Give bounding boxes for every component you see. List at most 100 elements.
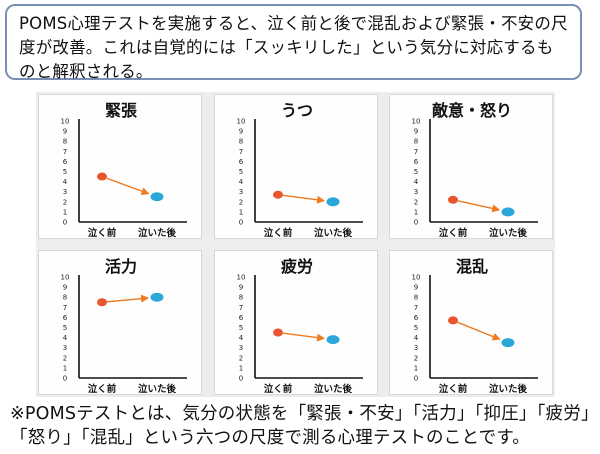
data-point-after (326, 335, 340, 345)
y-tick-label: 10 (237, 118, 246, 126)
trend-arrow (282, 194, 326, 204)
data-point-after (326, 197, 340, 207)
trend-arrow (282, 332, 326, 342)
y-tick-label: 0 (239, 375, 243, 383)
y-tick-label: 4 (63, 334, 68, 342)
chart-svg: 敵意・怒り 0 1 2 3 4 5 6 7 8 9 10 泣く前 泣いた後 (412, 101, 538, 239)
y-tick-label: 6 (239, 158, 244, 166)
y-tick-label: 1 (239, 208, 243, 216)
x-category-label: 泣く前 (439, 227, 468, 239)
trend-arrow (106, 294, 150, 303)
y-tick-label: 9 (414, 284, 418, 292)
y-tick-label: 5 (63, 168, 67, 176)
y-tick-label: 6 (239, 314, 244, 322)
y-tick-label: 3 (239, 188, 243, 196)
y-tick-label: 2 (63, 354, 67, 362)
chart-title: 敵意・怒り (432, 101, 512, 120)
chart-title: 緊張 (105, 101, 138, 120)
chart-svg: 疲労 0 1 2 3 4 5 6 7 8 9 10 泣く前 泣いた後 (237, 257, 363, 395)
x-category-label: 泣いた後 (489, 227, 528, 239)
y-tick-label: 9 (63, 284, 67, 292)
y-tick-label: 6 (63, 314, 68, 322)
chart-panel-5: 疲労 0 1 2 3 4 5 6 7 8 9 10 泣く前 泣いた後 (214, 250, 378, 395)
y-tick-label: 0 (63, 375, 67, 383)
y-tick-label: 2 (414, 354, 418, 362)
x-category-label: 泣く前 (88, 227, 117, 239)
y-tick-label: 7 (63, 148, 67, 156)
data-point-after (501, 207, 515, 217)
y-tick-label: 9 (239, 128, 243, 136)
y-tick-label: 7 (63, 304, 67, 312)
chart-title: 活力 (105, 257, 137, 276)
data-point-after (501, 338, 515, 348)
y-tick-label: 4 (239, 178, 244, 186)
y-tick-label: 4 (63, 178, 68, 186)
y-tick-label: 3 (414, 344, 418, 352)
trend-arrow (457, 200, 501, 213)
chart-panel-2: うつ 0 1 2 3 4 5 6 7 8 9 10 泣く前 泣いた後 (214, 94, 378, 239)
y-tick-label: 10 (61, 274, 70, 282)
y-tick-label: 8 (239, 294, 243, 302)
y-tick-label: 1 (414, 364, 418, 372)
y-tick-label: 8 (63, 294, 67, 302)
y-tick-label: 6 (414, 158, 419, 166)
y-tick-label: 5 (414, 168, 418, 176)
y-tick-label: 7 (414, 304, 418, 312)
y-tick-label: 5 (63, 324, 67, 332)
x-category-label: 泣いた後 (314, 227, 353, 239)
y-tick-label: 7 (239, 148, 243, 156)
data-point-before (273, 190, 283, 199)
y-tick-label: 8 (239, 138, 243, 146)
y-tick-label: 10 (237, 274, 246, 282)
y-tick-label: 3 (239, 344, 243, 352)
y-tick-label: 1 (414, 208, 418, 216)
y-tick-label: 5 (239, 324, 243, 332)
chart-svg: 活力 0 1 2 3 4 5 6 7 8 9 10 泣く前 泣いた後 (61, 257, 187, 395)
chart-svg: 混乱 0 1 2 3 4 5 6 7 8 9 10 泣く前 泣いた後 (412, 257, 538, 395)
chart-title: 混乱 (456, 257, 488, 276)
x-category-label: 泣いた後 (138, 383, 177, 395)
chart-title: 疲労 (281, 257, 313, 276)
y-tick-label: 9 (414, 128, 418, 136)
y-tick-label: 1 (239, 364, 243, 372)
x-category-label: 泣く前 (264, 383, 293, 395)
y-tick-label: 6 (63, 158, 68, 166)
x-category-label: 泣いた後 (138, 227, 177, 239)
data-point-before (97, 298, 107, 307)
chart-panel-4: 活力 0 1 2 3 4 5 6 7 8 9 10 泣く前 泣いた後 (38, 250, 202, 395)
data-point-before (273, 328, 283, 337)
x-category-label: 泣いた後 (489, 383, 528, 395)
y-tick-label: 6 (414, 314, 419, 322)
y-tick-label: 0 (414, 219, 418, 227)
trend-arrow (457, 321, 501, 341)
intro-text: POMS心理テストを実施すると、泣く前と後で混乱および緊張・不安の尺度が改善。こ… (19, 14, 568, 81)
y-tick-label: 2 (239, 354, 243, 362)
y-tick-label: 1 (63, 208, 67, 216)
x-category-label: 泣く前 (88, 383, 117, 395)
y-tick-label: 0 (239, 219, 243, 227)
chart-svg: うつ 0 1 2 3 4 5 6 7 8 9 10 泣く前 泣いた後 (237, 101, 363, 239)
data-point-before (97, 172, 107, 181)
chart-grid: 緊張 0 1 2 3 4 5 6 7 8 9 10 泣く前 泣いた後 うつ 0 1 2 3 4 5 6 7 8 9 10 泣く前泣… (36, 92, 555, 397)
chart-panel-6: 混乱 0 1 2 3 4 5 6 7 8 9 10 泣く前 泣いた後 (389, 250, 553, 395)
y-tick-label: 3 (414, 188, 418, 196)
y-tick-label: 9 (239, 284, 243, 292)
y-tick-label: 1 (63, 364, 67, 372)
data-point-after (150, 292, 164, 302)
x-category-label: 泣いた後 (314, 383, 353, 395)
y-tick-label: 8 (63, 138, 67, 146)
footnote: ※POMSテストとは、気分の状態を「緊張・不安」「活力」「抑圧」「疲労」「怒り」… (10, 404, 590, 448)
data-point-before (448, 316, 458, 325)
y-tick-label: 0 (63, 219, 67, 227)
y-tick-label: 9 (63, 128, 67, 136)
chart-panel-3: 敵意・怒り 0 1 2 3 4 5 6 7 8 9 10 泣く前 泣いた後 (389, 94, 553, 239)
y-tick-label: 10 (61, 118, 70, 126)
trend-arrow (106, 177, 150, 195)
y-tick-label: 10 (412, 118, 421, 126)
x-category-label: 泣く前 (439, 383, 468, 395)
y-tick-label: 8 (414, 138, 418, 146)
y-tick-label: 4 (239, 334, 244, 342)
data-point-before (448, 195, 458, 204)
data-point-after (150, 192, 164, 202)
chart-title: うつ (281, 101, 313, 120)
